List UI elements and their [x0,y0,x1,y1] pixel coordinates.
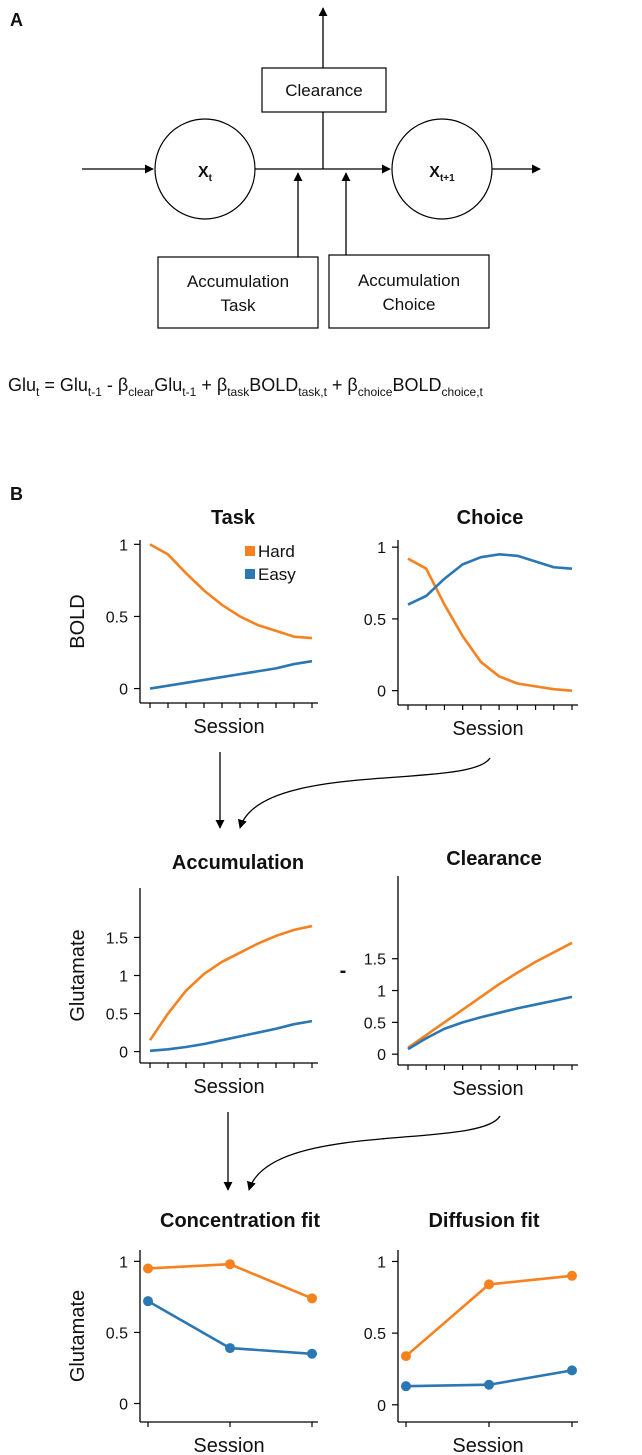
series-line [147,1262,313,1300]
equation-part: = Glu [39,375,88,395]
point [225,1259,235,1270]
equation-sub: t-1 [182,385,196,399]
point [307,1293,317,1304]
equation-part: Glu [154,375,182,395]
arrow [247,1115,501,1191]
chart-title: Choice [457,507,524,529]
box-label: Accumulation [187,272,289,291]
panel-label: B [10,484,23,504]
y-tick-label: 0.5 [364,1326,386,1343]
equation-sub: choice,t [442,385,484,399]
box [157,256,319,329]
box-label: Choice [383,295,436,314]
y-tick-label: 0.5 [106,1007,128,1024]
x-axis-label: Session [193,1076,264,1098]
y-tick-label: 0 [119,1397,128,1414]
box [261,67,387,113]
equation: Glut​ = Glut-1​ - βclear​Glut-1​ + βtask… [8,375,484,399]
point [567,1365,577,1376]
equation-part: BOLD [392,375,441,395]
series-line [407,553,573,606]
node [154,118,256,220]
chart-title: Accumulation [172,852,304,874]
legend-label: Easy [258,565,296,584]
x-axis-label: Session [193,1435,264,1455]
equation-sub: t-1 [88,385,102,399]
x-axis-label: Session [452,718,523,740]
y-tick-label: 1 [119,537,128,554]
y-tick-label: 1 [377,1254,386,1271]
y-axis-label: Glutamate [67,929,89,1021]
y-tick-label: 1 [377,984,386,1001]
series-line [149,543,313,640]
y-tick-label: 0 [119,682,128,699]
box-label: Clearance [285,81,363,100]
point [143,1296,153,1307]
equation-sub: choice [358,385,393,399]
y-tick-label: 0 [377,1047,386,1064]
y-tick-label: 0.5 [364,1015,386,1032]
equation-part: Glu [8,375,36,395]
point [225,1343,235,1354]
equation-sub: task [227,385,250,399]
series-line [148,924,313,1041]
chart-title: Concentration fit [160,1210,320,1232]
y-axis-label: Glutamate [67,1290,89,1382]
y-tick-label: 0 [377,684,386,701]
equation-sub: task,t [298,385,327,399]
chart-title: Clearance [446,848,542,870]
separator: - [340,960,347,982]
point [307,1348,317,1359]
node-label: Xt+1 [429,164,455,184]
box-label: Accumulation [358,271,460,290]
equation-part: BOLD [249,375,298,395]
point [567,1270,577,1281]
node-label: Xt [198,164,213,184]
equation-sub: clear [128,385,154,399]
chart-title: Diffusion fit [428,1210,539,1232]
series-line [407,995,573,1051]
x-axis-label: Session [452,1078,523,1100]
point [401,1351,411,1362]
y-axis-label: BOLD [67,594,89,648]
equation-part: - β [102,375,128,395]
equation-sub: t [36,385,40,399]
point [401,1381,411,1392]
y-tick-label: 1.5 [364,952,386,969]
series-line [149,1019,313,1053]
x-axis-label: Session [452,1435,523,1455]
series-line [407,557,573,692]
x-axis-label: Session [193,716,264,738]
equation-part: + β [327,375,358,395]
legend-swatch [245,569,255,579]
box-label: Task [221,296,256,315]
y-tick-label: 0 [119,1045,128,1062]
y-tick-label: 0.5 [364,612,386,629]
y-tick-label: 0 [377,1398,386,1415]
series-line [149,659,313,690]
y-tick-label: 1.5 [106,930,128,947]
point [484,1379,494,1390]
y-tick-label: 0.5 [106,1325,128,1342]
diagram: Xt Xt+1 Clearance Accumulation Task Accu… [8,7,541,399]
point [484,1279,494,1290]
flow-arrows [215,752,501,1191]
arrow [237,757,491,829]
y-tick-label: 1 [119,969,128,986]
panel-label: A [10,10,23,30]
legend-swatch [245,546,255,556]
equation-part: + β [196,375,227,395]
series-line [407,941,573,1049]
y-tick-label: 0.5 [106,609,128,626]
box [328,254,490,329]
node [391,118,493,220]
y-tick-label: 1 [377,540,386,557]
y-tick-label: 1 [119,1254,128,1271]
point [143,1263,153,1274]
chart-title: Task [211,507,256,529]
legend-label: Hard [258,542,295,561]
